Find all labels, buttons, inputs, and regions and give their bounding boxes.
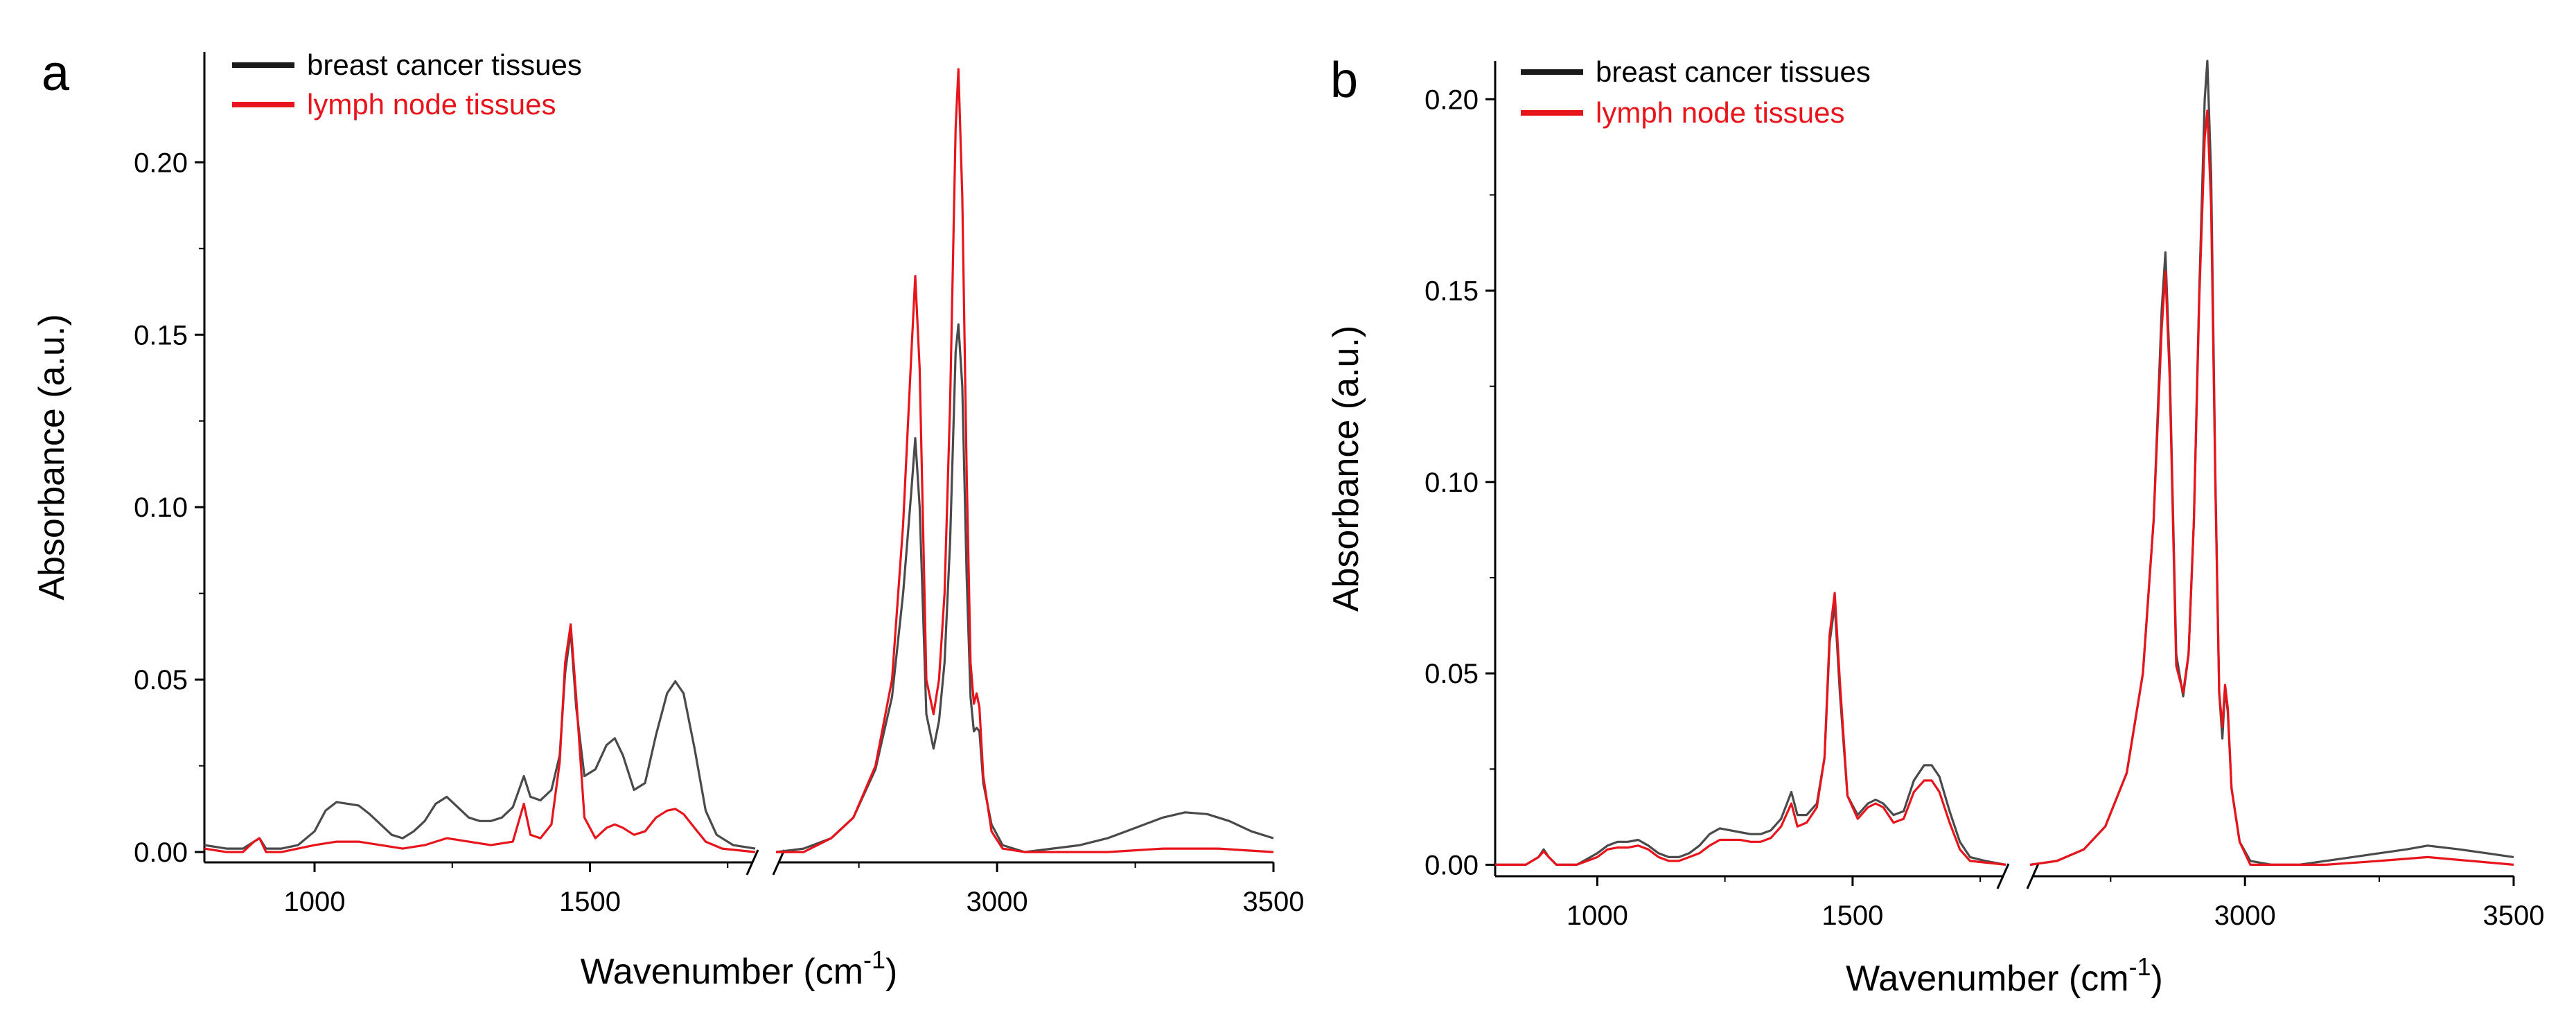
y-tick-label: 0.20 (134, 148, 188, 178)
series-line-breast-cancer-tissues-seg1 (2029, 60, 2514, 866)
x-tick-label: 3500 (2483, 900, 2545, 931)
y-axis-label: Absorbance (a.u.) (32, 314, 72, 600)
panel-label: b (1330, 53, 1358, 108)
series-line-breast-cancer-tissues-seg1 (775, 323, 1274, 853)
x-tick-label: 3000 (967, 887, 1028, 917)
legend-label: breast cancer tissues (307, 48, 582, 81)
y-tick-label: 0.05 (1424, 659, 1479, 689)
x-tick-label: 3000 (2214, 900, 2276, 931)
panel-label: a (42, 46, 70, 101)
axis-break-mark (2026, 863, 2040, 889)
x-tick-label: 1000 (1567, 900, 1628, 931)
series-line-lymph-node-tissues-seg1 (776, 68, 1274, 853)
y-tick-label: 0.05 (134, 665, 188, 695)
x-tick-label: 3500 (1243, 887, 1305, 917)
y-tick-label: 0.15 (134, 320, 188, 350)
y-tick-label: 0.10 (1424, 468, 1479, 498)
x-tick-label: 1500 (1821, 900, 1883, 931)
series-line-breast-cancer-tissues-seg0 (204, 630, 756, 850)
y-tick-label: 0.15 (1424, 276, 1479, 307)
series-line-lymph-node-tissues-seg1 (2029, 109, 2514, 866)
y-tick-label: 0.10 (134, 492, 188, 523)
series-line-lymph-node-tissues-seg0 (204, 623, 756, 853)
x-tick-label: 1500 (559, 887, 621, 917)
legend-label: lymph node tissues (1596, 96, 1845, 129)
axis-break-mark (1996, 863, 2010, 889)
axis-break-mark (746, 849, 759, 876)
legend-label: lymph node tissues (307, 88, 556, 121)
x-axis-label: Wavenumber (cm-1) (581, 945, 898, 992)
chart-panel-a: 0.00 0.05 0.10 0.15 0.20 1000 1500 3000 3500 brea… (32, 46, 1304, 992)
chart-panel-b: 0.00 0.05 0.10 0.15 0.20 1000 1500 3000 3500 brea… (1326, 53, 2544, 999)
x-axis-label: Wavenumber (cm-1) (1846, 952, 2163, 999)
series-line-lymph-node-tissues-seg0 (1495, 592, 2006, 866)
y-axis-label: Absorbance (a.u.) (1326, 326, 1366, 612)
x-tick-label: 1000 (284, 887, 346, 917)
y-tick-label: 0.20 (1424, 85, 1479, 115)
legend-label: breast cancer tissues (1596, 55, 1871, 88)
y-tick-label: 0.00 (1424, 850, 1479, 880)
axis-break-mark (772, 849, 786, 876)
series-line-breast-cancer-tissues-seg0 (1495, 603, 2006, 866)
y-tick-label: 0.00 (134, 837, 188, 868)
